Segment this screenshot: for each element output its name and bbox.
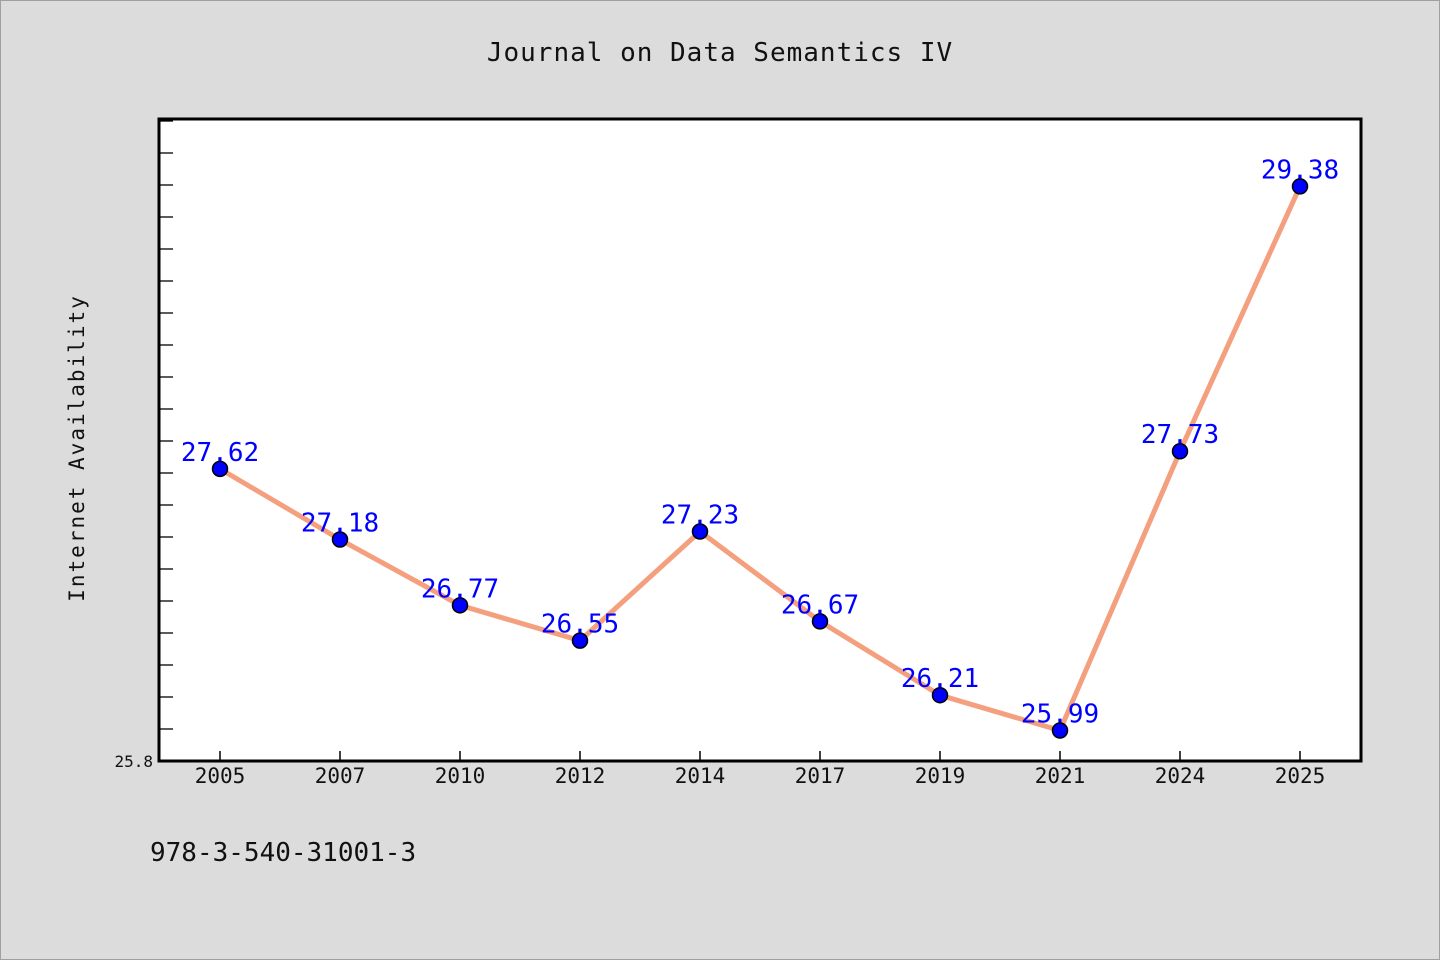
data-label: 26.55 — [541, 610, 619, 640]
x-axis: 2005 2007 2010 2012 2014 2017 2019 2021 2024 2025 — [195, 751, 1326, 788]
plot-area — [157, 117, 1363, 763]
data-point — [811, 613, 829, 630]
data-label: 25.99 — [1021, 700, 1099, 730]
data-label: 26.77 — [421, 574, 499, 604]
data-label: 26.21 — [901, 664, 979, 694]
data-point — [1051, 722, 1069, 739]
y-axis-label: Internet Availability — [65, 294, 89, 602]
data-point — [1291, 178, 1309, 195]
x-tick-label: 2010 — [435, 764, 486, 788]
data-labels-layer: 27.62 27.18 26.77 26.55 27.23 26.67 26.21 25.99… — [181, 155, 1339, 729]
series-line — [217, 183, 1303, 734]
data-label: 27.23 — [661, 500, 739, 530]
data-point — [451, 597, 469, 614]
x-tick-label: 2005 — [195, 764, 246, 788]
x-tick-label: 2019 — [915, 764, 966, 788]
series-layer — [211, 178, 1309, 739]
isbn-text: 978-3-540-31001-3 — [150, 838, 416, 868]
x-tick-label: 2007 — [315, 764, 366, 788]
x-tick-label: 2012 — [555, 764, 606, 788]
x-tick-label: 2021 — [1035, 764, 1086, 788]
data-label: 29.38 — [1261, 155, 1339, 185]
x-tick-label: 2017 — [795, 764, 846, 788]
data-point — [331, 531, 349, 548]
data-label: 27.18 — [301, 509, 379, 539]
x-tick-label: 2025 — [1275, 764, 1326, 788]
data-label: 27.62 — [181, 438, 259, 468]
y-axis-minor-ticks — [159, 120, 173, 730]
y-tick-label: 25.8 — [114, 752, 153, 771]
x-tick-label: 2014 — [675, 764, 726, 788]
data-point — [931, 686, 949, 704]
data-label: 26.67 — [781, 590, 859, 620]
x-tick-label: 2024 — [1155, 764, 1206, 788]
y-axis-tick-labels: 25.8 — [114, 752, 153, 771]
data-point — [1171, 442, 1189, 460]
data-label: 27.73 — [1141, 420, 1219, 450]
chart-title: Journal on Data Semantics IV — [487, 38, 953, 68]
data-point — [691, 523, 709, 540]
data-point — [211, 460, 229, 478]
data-point — [571, 632, 589, 649]
